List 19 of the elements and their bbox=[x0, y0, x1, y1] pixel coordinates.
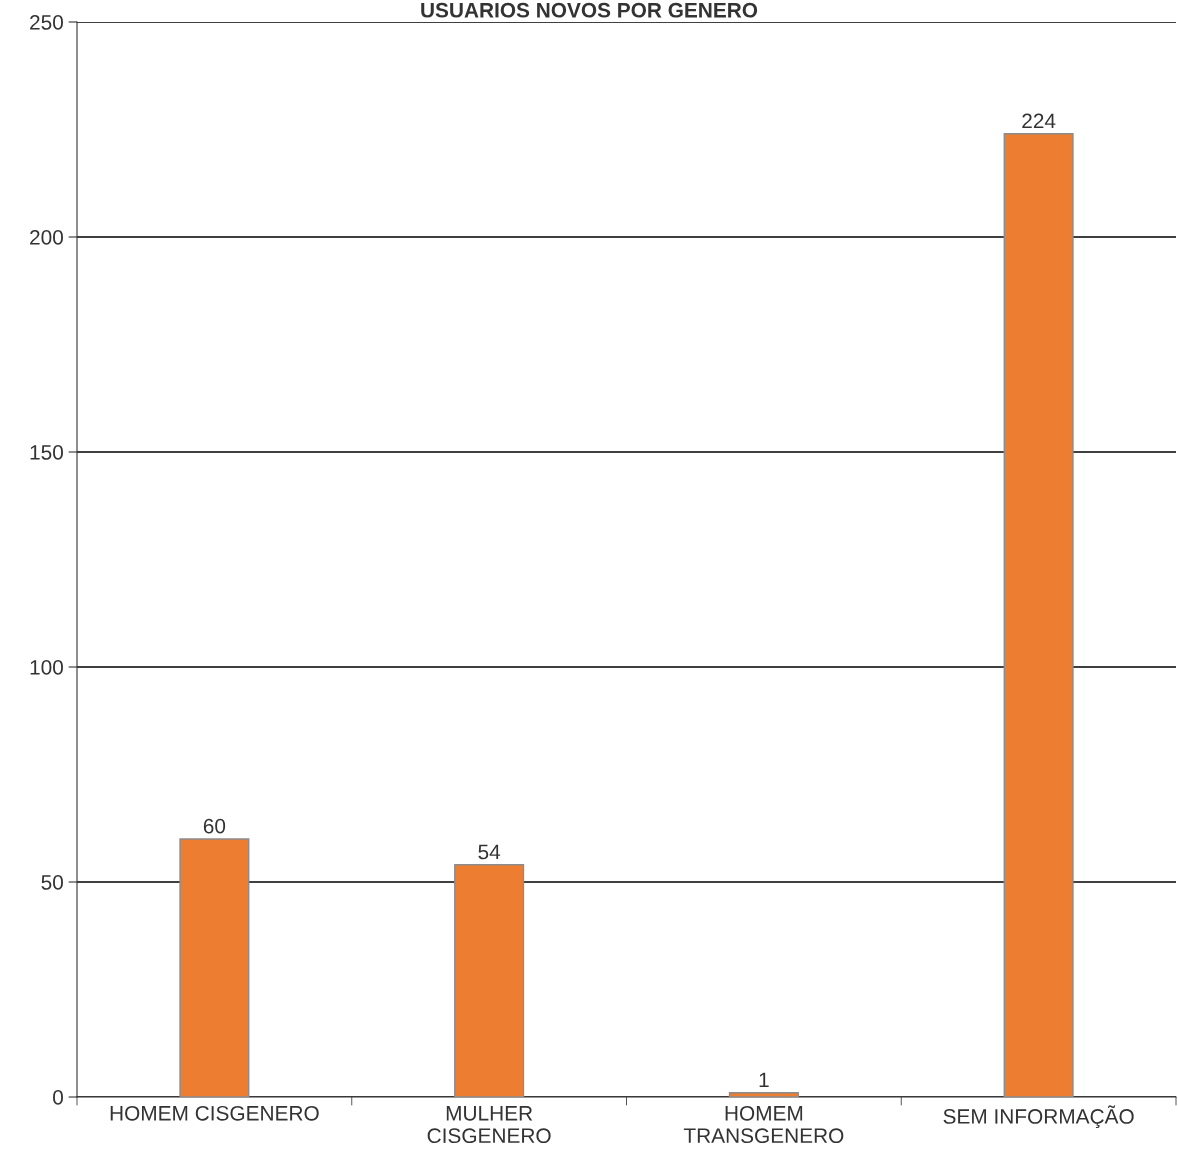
y-tick-label: 100 bbox=[30, 660, 63, 675]
y-tick-label: 200 bbox=[30, 230, 63, 245]
bar bbox=[728, 1092, 799, 1097]
data-label: 224 bbox=[1022, 113, 1056, 129]
x-tick-label: MULHER CISGENERO bbox=[427, 1106, 551, 1144]
data-label: 60 bbox=[203, 818, 226, 834]
y-tick-label: 250 bbox=[30, 15, 63, 30]
bar bbox=[179, 838, 250, 1097]
data-label: 54 bbox=[478, 844, 501, 860]
data-label: 1 bbox=[759, 1072, 769, 1087]
y-tick-label: 150 bbox=[30, 445, 63, 460]
chart-title: USUARIOS NOVOS POR GENERO bbox=[421, 2, 758, 18]
x-tick-label: HOMEM CISGENERO bbox=[110, 1105, 319, 1121]
y-tick-label: 0 bbox=[53, 1090, 63, 1105]
bar bbox=[1003, 133, 1074, 1097]
y-tick-label: 50 bbox=[41, 875, 63, 890]
x-tick-label: HOMEM TRANSGENERO bbox=[683, 1105, 844, 1144]
bar bbox=[454, 864, 525, 1097]
x-tick-label: SEM INFORMAÇÃO bbox=[943, 1105, 1134, 1129]
